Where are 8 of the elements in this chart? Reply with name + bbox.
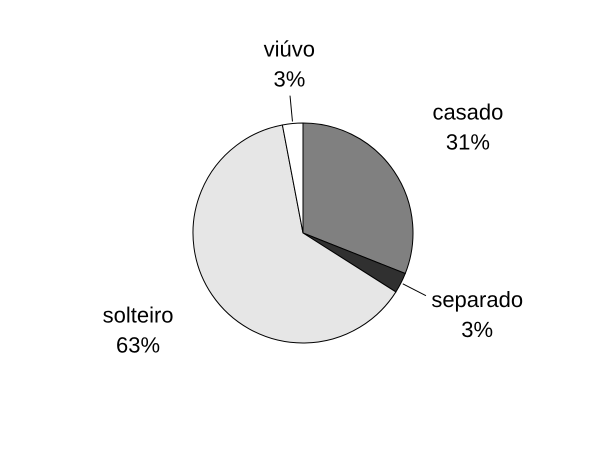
slice-label: separado: [431, 286, 524, 312]
slice-label: casado: [432, 100, 504, 124]
slice-label: solteiro: [102, 302, 174, 328]
data-label: 3%: [461, 316, 494, 342]
data-label: 63%: [116, 332, 160, 358]
data-label: 3%: [273, 66, 306, 92]
data-label: 31%: [446, 130, 490, 154]
slice-label: viúvo: [264, 36, 316, 62]
